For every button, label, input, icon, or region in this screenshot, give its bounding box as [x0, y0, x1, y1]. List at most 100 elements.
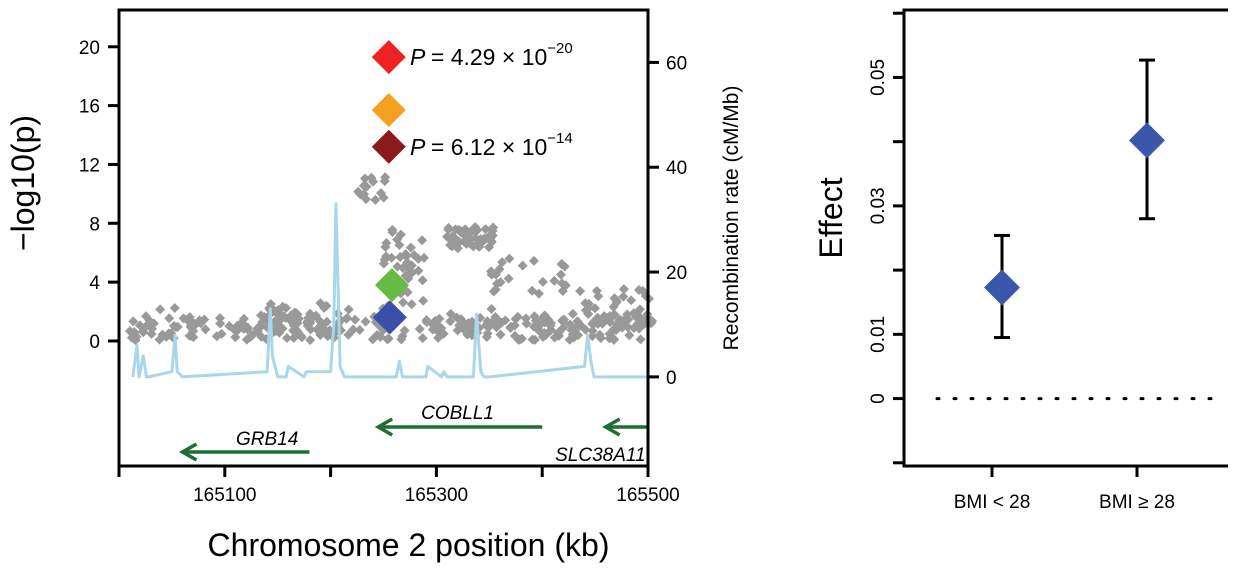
snp-point — [450, 240, 461, 251]
tick-label: 20 — [666, 263, 687, 284]
effect-points — [984, 58, 1165, 340]
snp-point — [281, 332, 292, 343]
snp-point — [366, 172, 377, 183]
snp-point — [265, 299, 276, 310]
snp-point — [505, 323, 516, 334]
snp-point — [618, 284, 629, 295]
snp-point — [495, 329, 506, 340]
tick-label: 165500 — [616, 485, 679, 506]
effect-x-axis-ticks: BMI < 28 BMI ≥ 28 — [954, 466, 1175, 513]
snp-point — [398, 297, 409, 308]
snp-point — [200, 324, 211, 335]
snp-point — [605, 317, 616, 328]
category-label: BMI ≥ 28 — [1099, 492, 1175, 513]
snp-point — [376, 188, 387, 199]
snp-point — [421, 317, 432, 328]
snp-point — [624, 330, 635, 341]
snp-point — [495, 277, 506, 288]
snp-point — [575, 286, 586, 297]
snp-point — [609, 293, 620, 304]
tick-label: 0 — [666, 368, 677, 389]
snp-point — [487, 225, 498, 236]
gene-arrow-head — [602, 417, 621, 437]
snp-point — [396, 334, 407, 345]
snp-point — [494, 264, 505, 275]
snp-point — [400, 249, 411, 260]
snp-point — [481, 320, 492, 331]
effect-point — [984, 269, 1020, 306]
right-y-axis-label: Recombination rate (cM/Mb) — [720, 86, 743, 351]
snp-point — [594, 316, 605, 327]
snp-point — [305, 308, 316, 319]
snp-point — [322, 329, 333, 340]
effect-point — [1129, 122, 1165, 159]
snp-point — [572, 316, 583, 327]
snp-point — [450, 233, 461, 244]
snp-point — [504, 253, 515, 264]
snp-point — [417, 235, 428, 246]
snp-point — [417, 275, 428, 286]
snp-point — [372, 329, 383, 340]
snp-point — [539, 327, 550, 338]
snp-point — [382, 334, 393, 345]
snp-point — [583, 309, 594, 320]
snp-point — [402, 287, 413, 298]
tick-label: 16 — [79, 97, 100, 118]
snp-point — [555, 269, 566, 280]
snp-point — [594, 329, 605, 340]
snp-point — [184, 330, 195, 341]
snp-point — [361, 181, 372, 192]
left-y-axis-ticks: 0 4 8 12 16 20 — [79, 38, 119, 353]
snp-point — [394, 240, 405, 251]
snp-point — [533, 288, 544, 299]
snp-point — [295, 330, 306, 341]
snp-point — [288, 320, 299, 331]
tick-label: 0.05 — [868, 59, 889, 96]
snp-point — [256, 321, 267, 332]
snp-point — [168, 320, 179, 331]
snp-point — [350, 314, 361, 325]
p-value-annotation: P = 4.29 × 10−20 — [410, 40, 573, 70]
snp-point — [583, 298, 594, 309]
snp-point — [503, 273, 514, 284]
gene-label: SLC38A11 — [555, 445, 646, 466]
snp-point — [509, 330, 520, 341]
highlighted-snp-point — [374, 268, 409, 303]
snp-point — [593, 291, 604, 302]
gene-slc38a11: SLC38A11 — [555, 417, 648, 466]
snp-point — [618, 291, 629, 302]
snp-point — [455, 227, 466, 238]
snp-point — [587, 331, 598, 342]
snp-point — [241, 323, 252, 334]
snp-point — [381, 237, 392, 248]
effect-y-axis-ticks: 0 0.01 0.03 0.05 — [868, 11, 904, 465]
snp-point — [549, 275, 560, 286]
snp-point — [517, 260, 528, 271]
snp-point — [348, 324, 359, 335]
snp-point — [549, 332, 560, 343]
snp-point — [305, 335, 316, 346]
snp-point — [537, 276, 548, 287]
snp-point — [281, 302, 292, 313]
snp-point — [557, 259, 568, 270]
snp-point — [406, 299, 417, 310]
recombination-rate-line — [131, 202, 654, 379]
snp-point — [343, 329, 354, 340]
snp-point — [286, 309, 297, 320]
snp-point — [360, 316, 371, 327]
snp-point — [630, 311, 641, 322]
snp-point — [443, 222, 454, 233]
snp-point — [169, 303, 180, 314]
snp-point — [490, 284, 501, 295]
snp-point — [486, 303, 497, 314]
snp-point — [215, 318, 226, 329]
snp-point — [480, 224, 491, 235]
snp-point — [461, 233, 472, 244]
highlighted-snps — [371, 40, 409, 335]
background-snp-layer — [124, 172, 658, 346]
effect-plot: 0 0.01 0.03 0.05 BMI < 28 BMI ≥ 28 Effect — [813, 8, 1228, 513]
snp-point — [559, 314, 570, 325]
tick-label: 12 — [79, 155, 100, 176]
effect-estimate — [984, 233, 1020, 340]
